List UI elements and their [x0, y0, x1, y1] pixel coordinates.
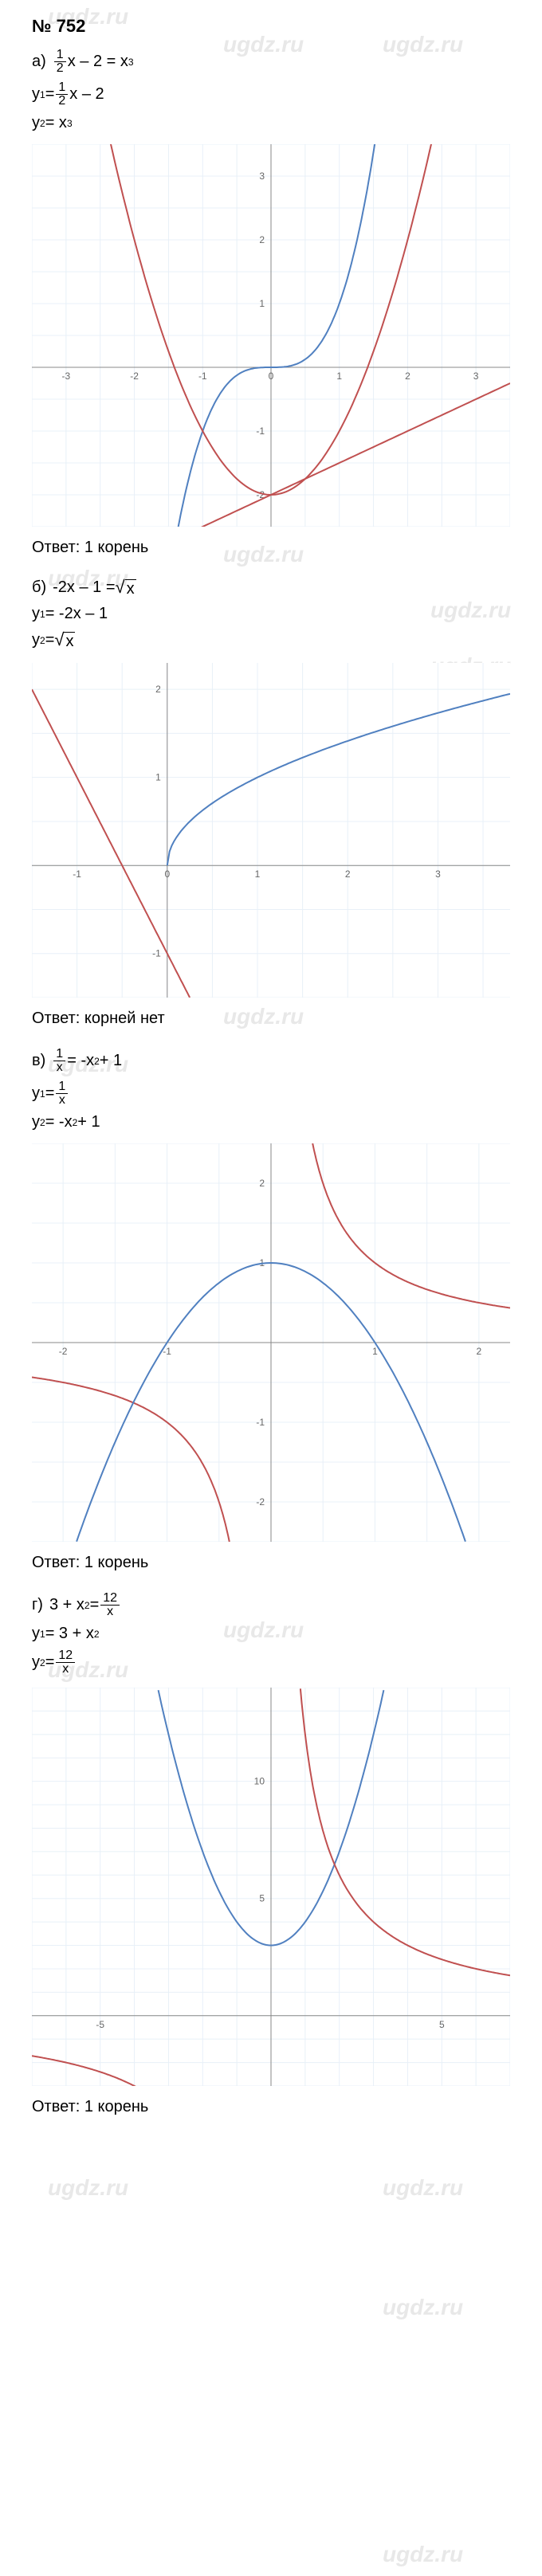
part-0-y1: y1 = 12x – 2: [32, 81, 510, 108]
svg-text:-3: -3: [62, 371, 71, 382]
svg-text:-1: -1: [73, 868, 81, 880]
part-1-chart: -1 0 1 2 3 -1 1 2: [32, 663, 510, 998]
svg-text:-1: -1: [152, 948, 161, 959]
part-0-chart: -3-2-10123-2-1123: [32, 144, 510, 527]
svg-text:10: 10: [254, 1776, 265, 1787]
part-0-answer: Ответ: 1 корень: [32, 539, 510, 557]
part-2-y1: y1 = 1x: [32, 1080, 510, 1107]
svg-text:2: 2: [345, 868, 351, 880]
part-1-y1: y1 = -2x – 1: [32, 605, 510, 623]
svg-text:2: 2: [405, 371, 410, 382]
svg-text:5: 5: [259, 1893, 265, 1904]
svg-text:5: 5: [439, 2019, 445, 2030]
part-2-answer: Ответ: 1 корень: [32, 1554, 510, 1572]
svg-text:-1: -1: [256, 425, 265, 437]
part-1-y2: y2 = √x: [32, 629, 510, 651]
svg-text:2: 2: [259, 1178, 265, 1189]
svg-text:2: 2: [259, 234, 265, 245]
svg-text:3: 3: [259, 171, 265, 182]
svg-text:0: 0: [164, 868, 170, 880]
svg-text:3: 3: [435, 868, 441, 880]
svg-text:-1: -1: [256, 1417, 265, 1428]
part-3-chart: -5 5 5 10: [32, 1688, 510, 2086]
svg-text:2: 2: [477, 1346, 482, 1357]
svg-text:1: 1: [372, 1346, 378, 1357]
svg-text:-1: -1: [198, 371, 207, 382]
svg-text:3: 3: [473, 371, 479, 382]
part-3-equation: г) 3 + x2 = 12x: [32, 1592, 510, 1618]
part-2-equation: в) 1x = -x2 + 1: [32, 1048, 510, 1074]
svg-text:1: 1: [155, 772, 161, 783]
part-0-y2: y2 = x3: [32, 114, 510, 132]
svg-text:1: 1: [336, 371, 342, 382]
svg-text:-2: -2: [59, 1346, 68, 1357]
svg-text:0: 0: [269, 371, 274, 382]
part-3-y1: y1 = 3 + x2: [32, 1625, 510, 1643]
part-2-chart: -2-112-2-112: [32, 1143, 510, 1542]
svg-text:-2: -2: [130, 371, 139, 382]
svg-text:2: 2: [155, 684, 161, 695]
part-3-y2: y2 = 12x: [32, 1649, 510, 1676]
svg-text:1: 1: [255, 868, 261, 880]
svg-text:-5: -5: [96, 2019, 104, 2030]
svg-text:1: 1: [259, 298, 265, 309]
svg-text:-2: -2: [256, 1496, 265, 1508]
part-2-y2: y2 = -x2 + 1: [32, 1113, 510, 1131]
part-1-equation: б) -2x – 1 = √x: [32, 577, 510, 598]
problem-number: № 752: [32, 16, 510, 37]
part-1-answer: Ответ: корней нет: [32, 1010, 510, 1028]
part-3-answer: Ответ: 1 корень: [32, 2098, 510, 2116]
part-0-equation: а) 12x – 2 = x3: [32, 49, 510, 75]
